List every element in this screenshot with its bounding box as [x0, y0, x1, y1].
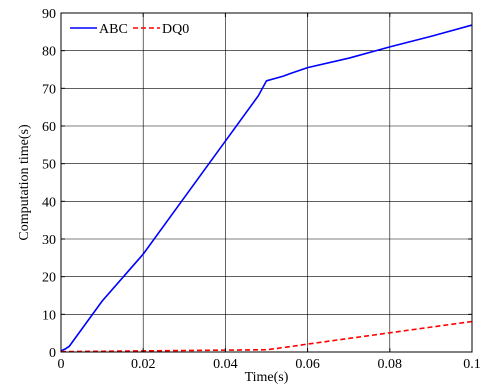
plot-frame — [60, 12, 473, 353]
series-line-abc — [60, 24, 473, 352]
y-tick-label: 30 — [42, 233, 56, 248]
x-tick-label: 0.08 — [378, 357, 403, 372]
y-axis-title: Computation time(s) — [17, 124, 32, 241]
legend-label-dq0: DQ0 — [162, 22, 189, 37]
y-tick-label: 40 — [42, 195, 56, 210]
x-tick-label: 0.02 — [131, 357, 156, 372]
legend-label-abc: ABC — [99, 22, 128, 37]
axis-ticks: 0 0.02 0.04 0.06 0.08 0.1 0 10 20 30 40 50 60 70 80 90 — [42, 7, 481, 372]
x-tick-label: 0.06 — [295, 357, 320, 372]
y-tick-label: 10 — [42, 308, 56, 323]
y-tick-label: 80 — [42, 45, 56, 60]
y-tick-label: 50 — [42, 158, 56, 173]
series-line-dq0 — [60, 320, 473, 353]
y-tick-label: 70 — [42, 82, 56, 97]
x-tick-label: 0.04 — [213, 357, 238, 372]
legend: ABC DQ0 — [70, 22, 189, 37]
y-tick-label: 60 — [42, 120, 56, 135]
x-tick-label: 0.1 — [463, 357, 481, 372]
y-tick-label: 90 — [42, 7, 56, 22]
y-tick-label: 20 — [42, 271, 56, 286]
grid-lines — [61, 13, 472, 352]
series-layer — [60, 24, 473, 353]
x-tick-label: 0 — [58, 357, 65, 372]
x-axis-title: Time(s) — [245, 370, 289, 385]
y-tick-label: 0 — [49, 346, 56, 361]
